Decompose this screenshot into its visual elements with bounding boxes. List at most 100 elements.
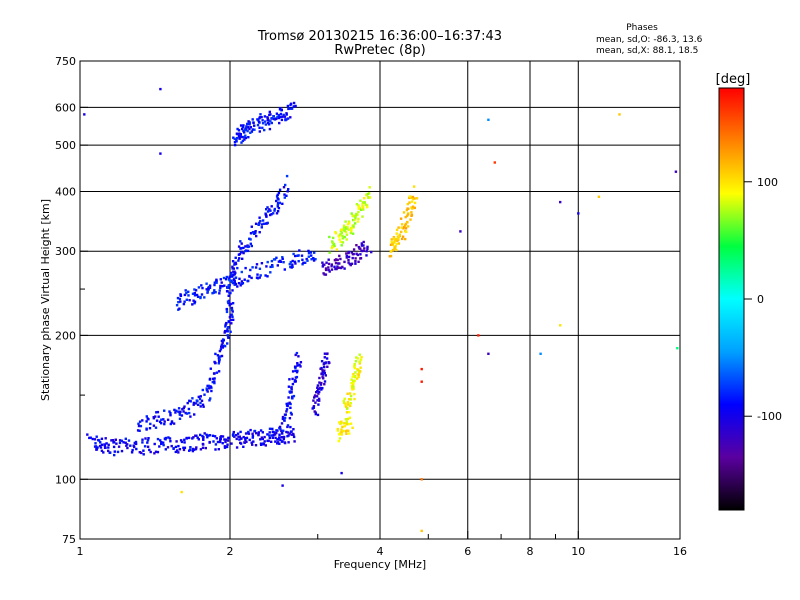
phases-box-title: Phases [626, 23, 658, 33]
trace-point [288, 417, 292, 420]
trace-point [206, 384, 209, 388]
trace-point [287, 107, 290, 110]
trace-point [352, 252, 355, 256]
trace-point [351, 426, 354, 429]
trace-point [346, 392, 349, 395]
trace-point [358, 353, 361, 356]
trace-point [317, 392, 320, 395]
trace-point [321, 375, 324, 379]
trace-point [242, 435, 245, 439]
trace-point [261, 437, 264, 441]
x-tick-label: 4 [377, 545, 384, 558]
trace-point [266, 116, 269, 119]
trace-point [343, 235, 346, 239]
trace-point [401, 235, 405, 238]
trace-point [208, 399, 211, 402]
trace-point [206, 436, 209, 439]
trace-point [359, 358, 363, 361]
trace-point [354, 260, 357, 263]
trace-point [290, 391, 293, 394]
trace-point [224, 323, 227, 326]
trace-point [285, 430, 288, 434]
trace-point [269, 113, 272, 116]
trace-point [356, 220, 360, 223]
trace-point [199, 448, 203, 451]
trace-point [125, 444, 128, 447]
trace-point [351, 214, 354, 217]
trace-point [340, 244, 343, 247]
trace-point [269, 120, 272, 123]
trace-point [158, 445, 161, 448]
trace-point [346, 417, 350, 421]
trace-point [193, 291, 196, 295]
trace-point [229, 302, 233, 306]
trace-point [330, 265, 333, 268]
trace-point [179, 294, 182, 297]
trace-point [251, 434, 255, 438]
trace-point [144, 437, 147, 440]
trace-point [213, 377, 216, 380]
trace-point [188, 411, 191, 415]
trace-point [178, 417, 182, 420]
trace-point [246, 129, 249, 133]
trace-point [219, 348, 223, 351]
trace-point [162, 443, 165, 447]
chart-subtitle: RwPretec (8p) [334, 43, 425, 58]
trace-point [307, 249, 310, 253]
trace-point [226, 334, 229, 337]
trace-point [175, 304, 179, 307]
trace-point [225, 321, 228, 325]
trace-point [240, 282, 243, 286]
trace-point [290, 386, 293, 390]
trace-point [257, 431, 260, 434]
trace-point [246, 249, 250, 253]
trace-point [294, 104, 297, 108]
trace-point [156, 410, 160, 414]
trace-point [290, 388, 293, 391]
trace-point [237, 253, 241, 256]
trace-point [215, 281, 218, 284]
trace-point [249, 242, 252, 245]
trace-point [239, 124, 243, 127]
trace-point [279, 259, 282, 263]
trace-point [402, 211, 406, 214]
outlier-point [420, 380, 423, 383]
trace-point [247, 432, 251, 435]
trace-point [295, 375, 299, 379]
trace-point [289, 391, 292, 394]
trace-point [223, 345, 227, 348]
trace-point [219, 284, 222, 288]
x-axis-label: Frequency [MHz] [334, 558, 426, 571]
trace-point [219, 286, 222, 290]
trace-point [302, 261, 305, 264]
trace-point [336, 265, 339, 268]
trace-point [296, 369, 299, 373]
trace-point [107, 443, 110, 446]
trace-point [316, 384, 320, 387]
trace-point [169, 412, 172, 415]
trace-point [225, 275, 228, 279]
trace-point [327, 361, 330, 365]
trace-point [228, 320, 231, 324]
trace-point [322, 363, 325, 366]
trace-point [345, 233, 349, 236]
trace-point [347, 255, 351, 259]
trace-point [205, 388, 209, 392]
trace-point [241, 135, 244, 139]
trace-point [120, 449, 124, 453]
trace-point [234, 256, 237, 259]
trace-point [146, 439, 150, 442]
trace-point [126, 443, 129, 446]
trace-point [198, 397, 202, 401]
trace-point [353, 366, 356, 370]
grid-lines [80, 61, 680, 539]
trace-point [395, 228, 399, 232]
trace-point [129, 444, 132, 447]
trace-point [262, 443, 266, 446]
trace-point [283, 419, 286, 422]
trace-point [266, 433, 269, 436]
trace-point [273, 433, 277, 436]
trace-point [218, 292, 221, 295]
trace-point [217, 362, 220, 365]
trace-point [270, 121, 273, 125]
